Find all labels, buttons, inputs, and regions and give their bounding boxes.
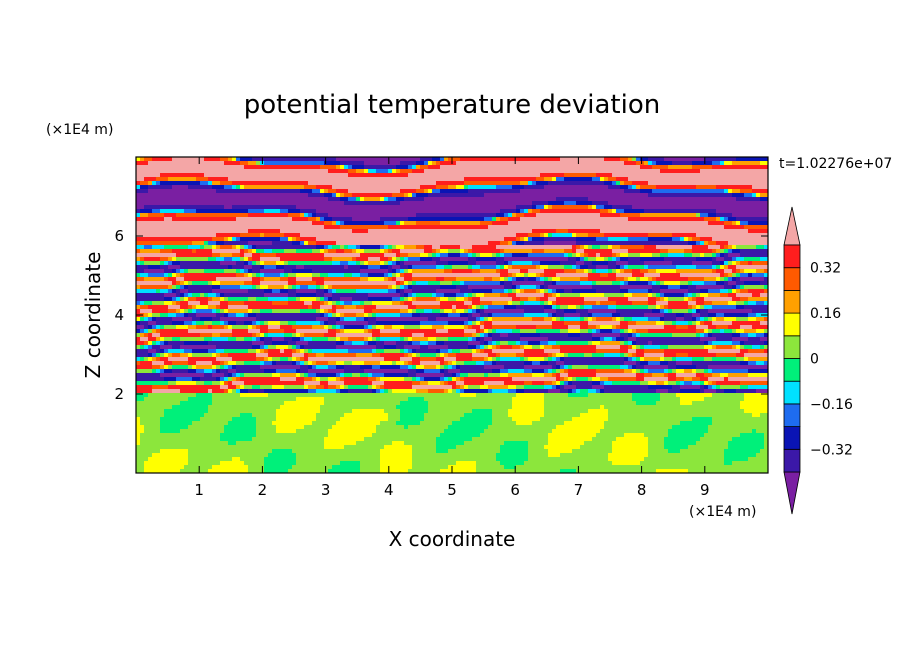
colorbar-tick-label: 0 <box>810 352 819 368</box>
colorbar-segment <box>783 403 801 427</box>
y-tick-label: 6 <box>114 227 124 245</box>
colorbar-extend-low <box>783 471 801 515</box>
x-tick-label: 7 <box>574 481 584 499</box>
x-tick-label: 8 <box>637 481 647 499</box>
colorbar-segment <box>783 244 801 269</box>
y-axis-label: Z coordinate <box>81 252 105 379</box>
x-unit-label: (×1E4 m) <box>689 504 756 520</box>
x-tick-label: 6 <box>510 481 520 499</box>
colorbar: 0.32 0.16 0 −0.16 −0.32 <box>783 206 853 515</box>
colorbar-segment <box>783 448 801 473</box>
colorbar-tick-label: 0.32 <box>810 261 841 277</box>
contour-field <box>136 157 768 473</box>
chart-title: potential temperature deviation <box>244 90 660 120</box>
x-axis-label: X coordinate <box>389 527 516 551</box>
colorbar-tick-label: −0.32 <box>810 442 853 458</box>
x-tick-label: 3 <box>321 481 331 499</box>
colorbar-segment <box>783 335 801 359</box>
colorbar-tick-label: 0.16 <box>810 306 841 322</box>
y-tick-label: 4 <box>114 306 124 324</box>
x-tick-label: 5 <box>447 481 457 499</box>
colorbar-extend-high <box>783 206 801 246</box>
x-axis: 1 2 3 4 5 6 7 8 9 <box>194 157 710 499</box>
y-unit-label: (×1E4 m) <box>46 122 113 138</box>
colorbar-segment <box>783 312 801 337</box>
plot-area <box>136 157 768 473</box>
colorbar-segment <box>783 426 801 450</box>
colorbar-segment <box>783 358 801 382</box>
x-tick-label: 4 <box>384 481 394 499</box>
colorbar-tick-label: −0.16 <box>810 397 853 413</box>
y-tick-label: 2 <box>114 385 124 403</box>
colorbar-segment <box>783 267 801 291</box>
y-axis: 2 4 6 <box>114 227 768 403</box>
x-tick-label: 1 <box>194 481 204 499</box>
colorbar-segment <box>783 380 801 405</box>
colorbar-segment <box>783 289 801 314</box>
time-label: t=1.02276e+07 <box>779 156 892 172</box>
x-tick-label: 9 <box>700 481 710 499</box>
x-tick-label: 2 <box>258 481 268 499</box>
